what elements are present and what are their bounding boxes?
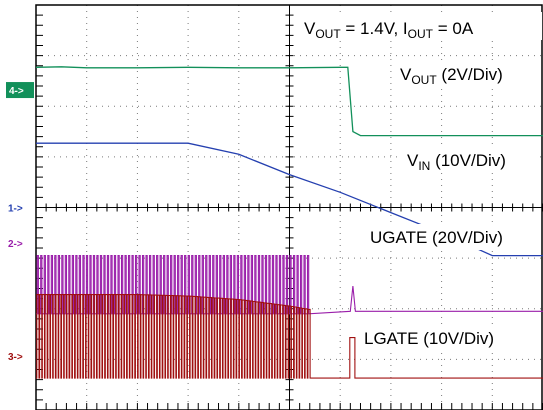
ugate-trace <box>35 255 543 315</box>
lgate-channel-label: LGATE (10V/Div) <box>364 329 494 348</box>
test-condition-label: VOUT = 1.4V, IOUT = 0A <box>304 19 474 41</box>
header-label-background <box>300 12 542 40</box>
vin-channel-label: VIN (10V/Div) <box>407 151 506 173</box>
vout-label-background <box>392 60 540 86</box>
ugate-label-background <box>366 224 540 250</box>
lgate-ground-marker: 3-> <box>8 352 23 363</box>
vin-ground-marker: 1-> <box>8 204 23 215</box>
vout-marker-background <box>6 82 34 99</box>
lgate-trace <box>35 294 543 379</box>
vin-label-background <box>400 146 540 172</box>
lgate-waveform <box>35 294 543 379</box>
ugate-waveform <box>35 255 543 315</box>
lgate-label-background <box>358 325 540 351</box>
vout-ground-marker: 4-> <box>9 86 24 97</box>
vout-trace <box>35 66 543 137</box>
channel-markers: 4-> 1-> 2-> 3-> <box>6 82 34 363</box>
graticule-frame <box>35 4 543 410</box>
vout-channel-label: VOUT (2V/Div) <box>400 65 503 87</box>
ugate-ground-marker: 2-> <box>8 239 23 250</box>
ugate-channel-label: UGATE (20V/Div) <box>370 228 503 247</box>
